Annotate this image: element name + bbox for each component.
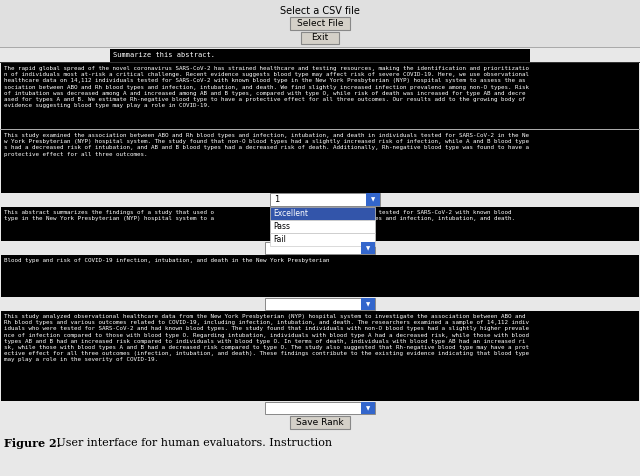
Bar bbox=[0, 47, 640, 48]
Text: Save Rank: Save Rank bbox=[296, 418, 344, 427]
Bar bbox=[301, 32, 339, 44]
Text: ▼: ▼ bbox=[371, 198, 375, 202]
Text: Blood type and risk of COVID-19 infection, intubation, and death in the New York: Blood type and risk of COVID-19 infectio… bbox=[4, 258, 330, 263]
Text: This abstract summarizes the findings of a study that used o                    : This abstract summarizes the findings of… bbox=[4, 210, 515, 221]
Text: Select a CSV file: Select a CSV file bbox=[280, 6, 360, 16]
Text: Select File: Select File bbox=[297, 19, 343, 28]
Text: User interface for human evaluators. Instruction: User interface for human evaluators. Ins… bbox=[53, 438, 332, 448]
Text: ▼: ▼ bbox=[366, 406, 370, 411]
Bar bbox=[265, 402, 375, 414]
Text: Summarize this abstract.: Summarize this abstract. bbox=[113, 52, 215, 58]
Text: Pass: Pass bbox=[273, 222, 290, 231]
Bar bbox=[110, 49, 530, 62]
Text: This study examined the association between ABO and Rh blood types and infection: This study examined the association betw… bbox=[4, 133, 529, 157]
Bar bbox=[0, 129, 640, 130]
Bar bbox=[265, 298, 375, 310]
Bar bbox=[1, 255, 639, 297]
Text: Excellent: Excellent bbox=[273, 209, 308, 218]
Text: Exit: Exit bbox=[312, 33, 328, 42]
Bar bbox=[270, 193, 380, 206]
Bar bbox=[1, 63, 639, 129]
Bar bbox=[361, 242, 375, 254]
Bar bbox=[290, 416, 350, 429]
Text: Figure 2.: Figure 2. bbox=[4, 438, 61, 449]
Bar bbox=[361, 298, 375, 310]
Bar bbox=[290, 17, 350, 30]
Text: The rapid global spread of the novel coronavirus SARS-CoV-2 has strained healthc: The rapid global spread of the novel cor… bbox=[4, 66, 529, 108]
Bar bbox=[270, 220, 375, 233]
Bar bbox=[0, 62, 640, 63]
Bar bbox=[270, 207, 375, 220]
Bar bbox=[1, 130, 639, 193]
Text: Fail: Fail bbox=[273, 235, 286, 244]
Bar bbox=[1, 207, 639, 241]
Bar bbox=[0, 0, 640, 48]
Text: This study analyzed observational healthcare data from the New York Presbyterian: This study analyzed observational health… bbox=[4, 314, 529, 362]
Text: 1: 1 bbox=[274, 195, 279, 204]
Bar bbox=[1, 311, 639, 401]
Text: ▼: ▼ bbox=[366, 246, 370, 251]
Bar bbox=[270, 233, 375, 246]
Bar bbox=[265, 242, 375, 254]
Bar bbox=[361, 402, 375, 414]
Bar bbox=[366, 193, 380, 206]
Text: ▼: ▼ bbox=[366, 302, 370, 307]
